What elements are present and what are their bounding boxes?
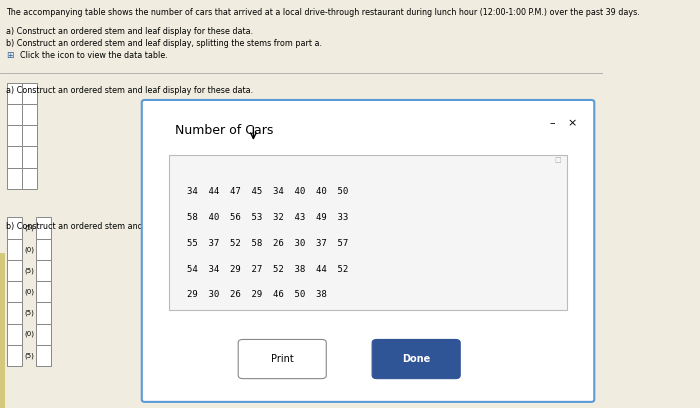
Text: a) Construct an ordered stem and leaf display for these data.: a) Construct an ordered stem and leaf di… bbox=[6, 27, 253, 35]
Text: –: – bbox=[549, 118, 554, 129]
Text: The accompanying table shows the number of cars that arrived at a local drive-th: The accompanying table shows the number … bbox=[6, 8, 640, 17]
Text: 55  37  52  58  26  30  37  57: 55 37 52 58 26 30 37 57 bbox=[187, 239, 349, 248]
Bar bbox=[36, 217, 50, 239]
Text: b) Construct an ordered stem and leaf display, splitting the stems from part a.: b) Construct an ordered stem and leaf di… bbox=[6, 222, 322, 231]
Text: (5): (5) bbox=[24, 225, 34, 231]
Bar bbox=[36, 260, 50, 281]
Bar bbox=[36, 281, 50, 302]
Text: Click the icon to view the data table.: Click the icon to view the data table. bbox=[20, 51, 168, 60]
Bar bbox=[36, 239, 50, 260]
Bar bbox=[36, 324, 50, 345]
Bar bbox=[36, 345, 50, 366]
Bar bbox=[7, 146, 22, 168]
Text: ×: × bbox=[567, 118, 577, 129]
Text: b) Construct an ordered stem and leaf display, splitting the stems from part a.: b) Construct an ordered stem and leaf di… bbox=[6, 39, 322, 48]
Bar bbox=[7, 168, 22, 189]
Bar bbox=[7, 324, 22, 345]
Bar bbox=[7, 104, 22, 125]
Bar bbox=[7, 83, 22, 104]
Text: ⊞: ⊞ bbox=[6, 51, 13, 60]
Text: 29  30  26  29  46  50  38: 29 30 26 29 46 50 38 bbox=[187, 290, 327, 299]
Bar bbox=[7, 217, 22, 239]
FancyBboxPatch shape bbox=[372, 339, 460, 379]
Bar bbox=[7, 281, 22, 302]
Text: (5): (5) bbox=[24, 352, 34, 359]
FancyBboxPatch shape bbox=[238, 339, 326, 379]
Text: Done: Done bbox=[402, 354, 430, 364]
Text: 58  40  56  53  32  43  49  33: 58 40 56 53 32 43 49 33 bbox=[187, 213, 349, 222]
Text: 54  34  29  27  52  38  44  52: 54 34 29 27 52 38 44 52 bbox=[187, 264, 349, 273]
Text: (0): (0) bbox=[24, 331, 34, 337]
Bar bbox=[22, 146, 37, 168]
Bar bbox=[0, 253, 5, 408]
Bar bbox=[22, 83, 37, 104]
Text: □: □ bbox=[554, 157, 561, 163]
Text: Print: Print bbox=[271, 354, 293, 364]
Text: (5): (5) bbox=[24, 267, 34, 274]
Bar bbox=[7, 260, 22, 281]
FancyBboxPatch shape bbox=[169, 155, 567, 310]
Text: (0): (0) bbox=[24, 288, 34, 295]
Text: (0): (0) bbox=[24, 246, 34, 253]
Text: Number of Cars: Number of Cars bbox=[175, 124, 273, 137]
Text: a) Construct an ordered stem and leaf display for these data.: a) Construct an ordered stem and leaf di… bbox=[6, 86, 253, 95]
Bar bbox=[22, 168, 37, 189]
Text: (5): (5) bbox=[24, 310, 34, 316]
Bar bbox=[7, 345, 22, 366]
Bar bbox=[7, 125, 22, 146]
Text: 34  44  47  45  34  40  40  50: 34 44 47 45 34 40 40 50 bbox=[187, 187, 349, 196]
Bar bbox=[22, 104, 37, 125]
Bar bbox=[22, 125, 37, 146]
Bar bbox=[7, 239, 22, 260]
FancyBboxPatch shape bbox=[142, 100, 594, 402]
Bar bbox=[36, 302, 50, 324]
Bar bbox=[7, 302, 22, 324]
